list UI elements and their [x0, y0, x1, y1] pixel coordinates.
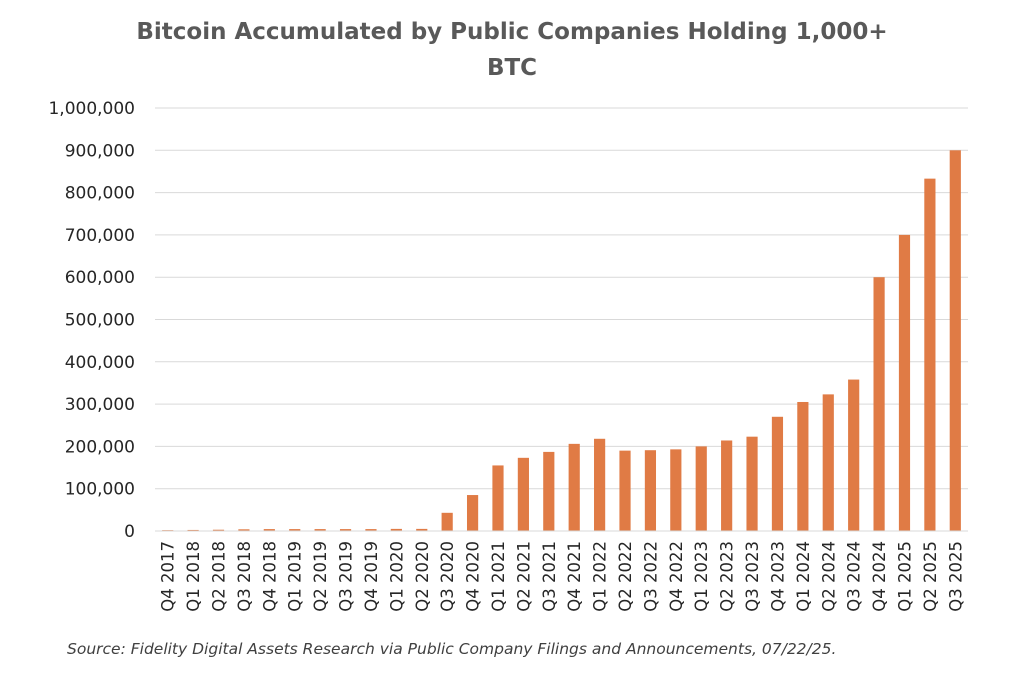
x-tick-label: Q3 2019: [337, 541, 356, 612]
x-tick-label: Q1 2025: [895, 541, 914, 612]
bar: [441, 512, 453, 531]
bar: [873, 277, 885, 531]
x-tick-label: Q4 2021: [565, 541, 584, 612]
bar: [390, 528, 402, 531]
y-tick-label: 200,000: [65, 437, 135, 457]
x-tick-label: Q1 2020: [387, 541, 406, 612]
x-tick-label: Q3 2025: [946, 541, 965, 612]
bar: [949, 150, 961, 532]
x-tick-label: Q4 2022: [667, 541, 686, 612]
y-tick-label: 900,000: [65, 141, 135, 161]
bar: [314, 529, 326, 531]
y-tick-label: 300,000: [65, 395, 135, 415]
y-tick-label: 1,000,000: [48, 99, 135, 119]
x-tick-label: Q1 2022: [591, 541, 610, 612]
x-tick-label: Q2 2024: [819, 541, 838, 612]
bar: [822, 394, 834, 531]
bar: [289, 529, 301, 531]
chart-title-line-2: BTC: [486, 55, 538, 81]
x-tick-label: Q3 2022: [641, 541, 660, 612]
bar: [644, 450, 657, 531]
chart-title-line-1: Bitcoin Accumulated by Public Companies …: [136, 19, 888, 45]
bar: [695, 446, 707, 531]
x-tick-label: Q1 2018: [184, 541, 203, 612]
y-tick-label: 800,000: [65, 184, 135, 204]
x-tick-label: Q4 2024: [870, 541, 889, 612]
bar: [365, 529, 377, 531]
y-tick-label: 700,000: [65, 226, 135, 246]
bar: [848, 379, 860, 531]
y-tick-label: 0: [124, 522, 135, 542]
bar: [517, 457, 529, 531]
bar: [187, 529, 199, 531]
bar: [492, 465, 504, 531]
x-tick-label: Q2 2018: [210, 541, 229, 612]
x-tick-label: Q4 2023: [768, 541, 787, 612]
source-note: Source: Fidelity Digital Assets Research…: [67, 640, 837, 658]
bar: [339, 529, 352, 531]
bar: [594, 438, 606, 531]
bar: [797, 401, 809, 531]
y-tick-label: 400,000: [65, 353, 135, 373]
x-tick-label: Q4 2017: [159, 541, 178, 612]
x-tick-label: Q2 2021: [514, 541, 533, 612]
x-tick-label: Q3 2020: [438, 541, 457, 612]
x-tick-label: Q3 2024: [845, 541, 864, 612]
x-tick-label: Q3 2021: [540, 541, 559, 612]
x-tick-label: Q1 2023: [692, 541, 711, 612]
bar: [721, 440, 733, 531]
x-tick-label: Q4 2020: [464, 541, 483, 612]
bars: [162, 150, 961, 532]
x-tick-label: Q4 2018: [260, 541, 279, 612]
x-tick-label: Q2 2022: [616, 541, 635, 612]
bar: [568, 443, 580, 531]
y-tick-label: 500,000: [65, 311, 135, 331]
x-tick-label: Q1 2021: [489, 541, 508, 612]
bar: [670, 449, 682, 531]
x-tick-label: Q1 2019: [286, 541, 305, 612]
gridlines: [155, 107, 968, 490]
x-tick-label: Q2 2025: [921, 541, 940, 612]
y-axis-tick-labels: 0 100,000 200,000 300,000 400,000 500,000 600,…: [48, 99, 135, 542]
x-tick-label: Q2 2020: [413, 541, 432, 612]
bar: [543, 451, 555, 531]
x-tick-label: Q2 2019: [311, 541, 330, 612]
bar: [212, 529, 225, 531]
bar: [746, 436, 758, 531]
bar: [263, 529, 275, 531]
bar: [466, 495, 479, 531]
x-tick-label: Q1 2024: [794, 541, 813, 612]
y-tick-label: 100,000: [65, 480, 135, 500]
bar: [924, 178, 936, 532]
y-tick-label: 600,000: [65, 268, 135, 288]
bar: [898, 234, 911, 531]
bar: [771, 416, 784, 531]
x-tick-label: Q3 2018: [235, 541, 254, 612]
bar: [619, 450, 631, 531]
x-tick-label: Q4 2019: [362, 541, 381, 612]
bar: [238, 529, 250, 531]
x-tick-label: Q3 2023: [743, 541, 762, 612]
x-tick-label: Q2 2023: [718, 541, 737, 612]
bar: [416, 528, 428, 531]
x-axis-tick-labels: Q4 2017 Q1 2018 Q2 2018 Q3 2018 Q4 2018 Q1 20…: [159, 541, 966, 612]
